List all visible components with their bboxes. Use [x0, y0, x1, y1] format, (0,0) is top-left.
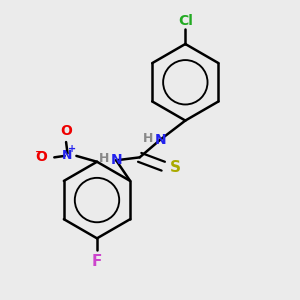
Text: N: N: [110, 153, 122, 167]
Text: H: H: [98, 152, 109, 165]
Text: N: N: [62, 149, 73, 162]
Text: O: O: [60, 124, 72, 138]
Text: F: F: [92, 254, 102, 269]
Text: +: +: [68, 144, 76, 154]
Text: O: O: [35, 150, 47, 164]
Text: H: H: [142, 132, 153, 145]
Text: N: N: [154, 133, 166, 147]
Text: −: −: [35, 147, 44, 157]
Text: Cl: Cl: [178, 14, 193, 28]
Text: S: S: [170, 160, 181, 175]
